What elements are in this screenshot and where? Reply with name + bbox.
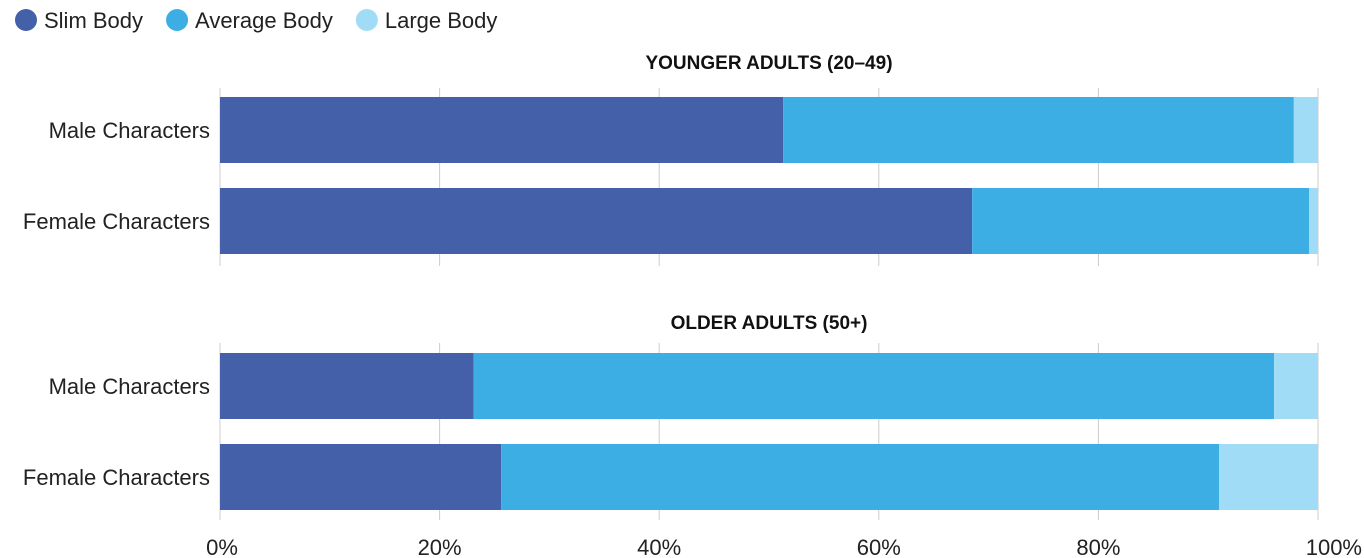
x-tick-label-5: 100% (1306, 535, 1362, 558)
bar-panel-1-cat-2-large-body (1309, 188, 1318, 254)
panel-title-1: YOUNGER ADULTS (20–49) (645, 53, 892, 74)
bar-panel-2-cat-1-slim-body (220, 353, 474, 419)
category-label-panel-2-1: Male Characters (49, 374, 210, 399)
x-tick-label-2: 40% (637, 535, 681, 558)
bar-panel-1-cat-1-large-body (1293, 97, 1318, 163)
bar-panel-1-cat-2-average-body (972, 188, 1310, 254)
legend-label-slim-body: Slim Body (44, 8, 143, 33)
x-tick-label-4: 80% (1076, 535, 1120, 558)
category-label-panel-1-1: Male Characters (49, 118, 210, 143)
legend-label-average-body: Average Body (195, 8, 333, 33)
legend-swatch-average-body (166, 9, 189, 31)
bar-panel-2-cat-1-average-body (473, 353, 1275, 419)
bar-panel-1-cat-1-average-body (783, 97, 1294, 163)
category-label-panel-1-2: Female Characters (23, 209, 210, 234)
panel-title-2: OLDER ADULTS (50+) (671, 313, 868, 334)
bar-panel-2-cat-2-average-body (501, 444, 1220, 510)
category-label-panel-2-2: Female Characters (23, 465, 210, 490)
legend-swatch-large-body (355, 9, 378, 31)
bar-panel-1-cat-1-slim-body (220, 97, 784, 163)
bar-panel-2-cat-1-large-body (1274, 353, 1318, 419)
bar-panel-1-cat-2-slim-body (220, 188, 973, 254)
x-tick-label-0: 0% (206, 535, 238, 558)
legend-label-large-body: Large Body (385, 8, 498, 33)
legend-swatch-slim-body (15, 9, 37, 31)
bar-panel-2-cat-2-slim-body (220, 444, 502, 510)
x-tick-label-3: 60% (857, 535, 901, 558)
x-tick-label-1: 20% (418, 535, 462, 558)
bar-panel-2-cat-2-large-body (1219, 444, 1318, 510)
